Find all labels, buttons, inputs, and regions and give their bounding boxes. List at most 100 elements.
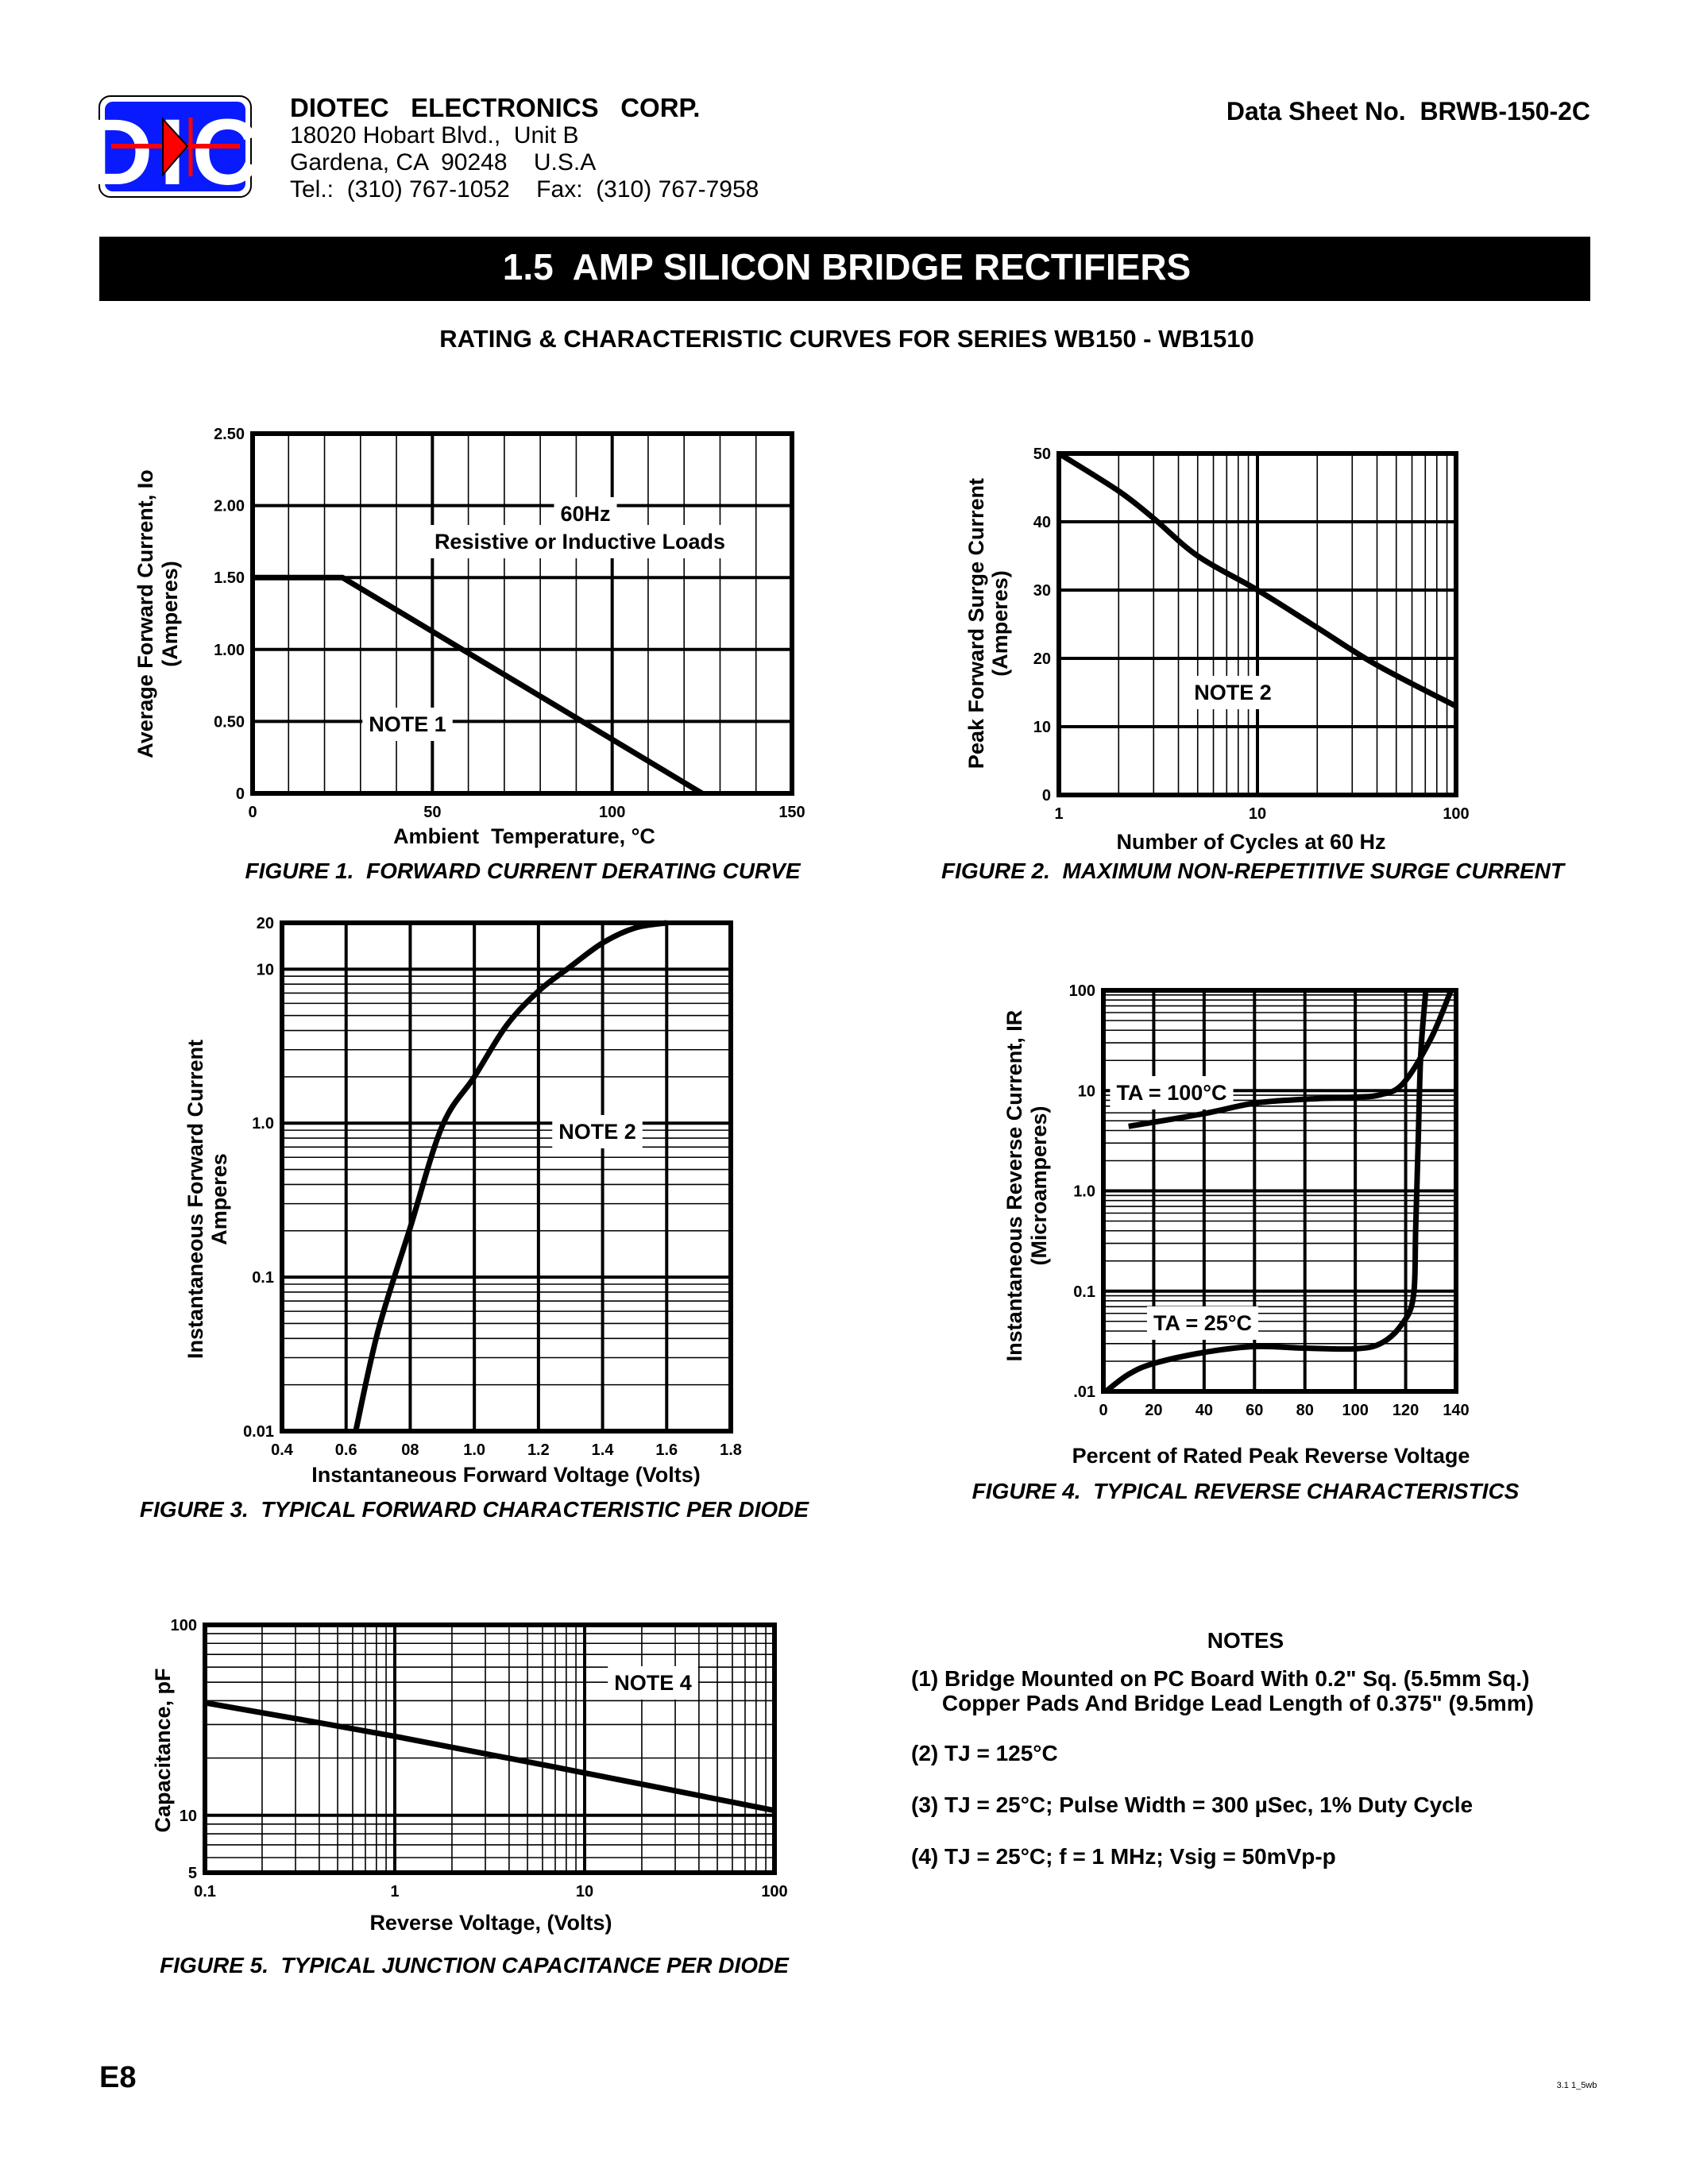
annotation-background	[427, 525, 732, 558]
figure-4-x-tick-label: 120	[1393, 1402, 1419, 1419]
figure-3-x-tick-label: 1.8	[720, 1441, 742, 1459]
figure-5-grid	[205, 1625, 774, 1873]
page-title: 1.5 AMP SILICON BRIDGE RECTIFIERS	[503, 246, 1191, 287]
figure-2-y-tick-label: 50	[1033, 446, 1051, 463]
figure-2-x-tick-label: 1	[1054, 805, 1063, 823]
datasheet-number: Data Sheet No. BRWB-150-2C	[1226, 97, 1590, 125]
note-4: (4) TJ = 25°C; f = 1 MHz; Vsig = 50mVp-p	[911, 1844, 1336, 1869]
figure-4-x-tick-label: 140	[1443, 1402, 1469, 1419]
company-address-line1: 18020 Hobart Blvd., Unit B	[290, 122, 579, 149]
company-address-line2: Gardena, CA 90248 U.S.A	[290, 149, 596, 176]
figure-2-y-tick-label: 10	[1033, 719, 1051, 736]
figure-4-y-tick-label: 0.1	[1073, 1283, 1095, 1301]
figure-1-series-1-line	[253, 574, 704, 797]
figure-3-y-tick-label: 0.1	[252, 1269, 274, 1287]
figure-5-y-tick-label: 5	[188, 1865, 197, 1882]
figure-1-x-tick-label: 0	[248, 804, 257, 821]
figure-5-x-tick-label: 0.1	[194, 1883, 216, 1900]
figure-3-x-tick-label: 08	[401, 1441, 419, 1459]
figure-5-x-tick-label: 10	[576, 1883, 593, 1900]
figure-3-x-tick-label: 0.4	[271, 1441, 294, 1459]
figure-1-y-axis-title: (Amperes)	[158, 561, 182, 667]
figure-4-y-axis-title: Instantaneous Reverse Current, IR	[1002, 1010, 1026, 1362]
figure-1-y-tick-label: 2.00	[214, 498, 245, 515]
figure-3-series-1-line	[353, 920, 667, 1432]
figure-1-annotation: 60Hz	[560, 502, 610, 526]
figure-2-y-tick-label: 40	[1033, 514, 1051, 531]
figure-4-y-tick-label: 1.0	[1073, 1183, 1095, 1201]
page-subtitle: RATING & CHARACTERISTIC CURVES FOR SERIE…	[439, 325, 1253, 353]
figure-1-y-tick-label: 0	[236, 785, 245, 803]
figure-1-chart: 60Hz Resistive or Inductive Loads NOTE 1 0 5…	[133, 426, 805, 883]
figure-4-x-tick-label: 0	[1099, 1402, 1107, 1419]
annotation-background	[1188, 676, 1278, 709]
figure-3-x-tick-label: 1.6	[655, 1441, 678, 1459]
figure-2-series-1-line	[1057, 451, 1458, 709]
figure-1-x-tick-label: 100	[599, 804, 625, 821]
figure-4-x-tick-label: 20	[1145, 1402, 1162, 1419]
figure-5-chart: NOTE 4 0.1 1 10 100 5 10 100 Reverse Voltage, (V…	[151, 1617, 790, 1978]
figure-4-plot-border	[1101, 988, 1458, 1394]
document-code: 3.1 1_5wb	[1557, 2081, 1597, 2090]
annotation-background	[552, 1115, 643, 1148]
notes-heading: NOTES	[1207, 1628, 1284, 1653]
annotation-background	[362, 708, 453, 741]
figure-4-series-1-line	[1128, 989, 1454, 1129]
figure-5-y-tick-label: 100	[171, 1617, 197, 1634]
figure-3-chart: NOTE 2 0.4 0.6 08 1.0 1.2 1.4 1.6 1.8 0.01 0.1 1.0 1…	[140, 915, 809, 1522]
figure-3-y-tick-label: 10	[257, 961, 274, 978]
figure-1-annotation: NOTE 1	[369, 712, 446, 736]
figure-4-x-tick-label: 60	[1246, 1402, 1263, 1419]
figure-3-plot-border	[280, 920, 733, 1433]
figure-1-y-tick-label: 1.50	[214, 569, 245, 587]
note-1-line1: (1) Bridge Mounted on PC Board With 0.2"…	[911, 1666, 1529, 1691]
figure-3-y-tick-label: 1.0	[252, 1115, 274, 1133]
figure-3-grid	[282, 923, 731, 1431]
note-3: (3) TJ = 25°C; Pulse Width = 300 µSec, 1…	[911, 1792, 1473, 1817]
figure-3-x-tick-label: 1.2	[527, 1441, 550, 1459]
figure-3-annotation: NOTE 2	[558, 1120, 636, 1144]
figure-2-y-axis-title: (Amperes)	[988, 570, 1012, 677]
figure-2-y-tick-label: 30	[1033, 582, 1051, 600]
figure-3-x-tick-label: 1.0	[463, 1441, 485, 1459]
figure-1-x-axis-title: Ambient Temperature, °C	[393, 824, 655, 848]
annotation-background	[608, 1666, 698, 1700]
figure-5-annotation: NOTE 4	[614, 1671, 692, 1695]
figure-4-y-tick-label: 10	[1078, 1082, 1095, 1100]
figure-4-series-2-line	[1104, 990, 1429, 1394]
figure-4-y-axis-title: (Microamperes)	[1027, 1106, 1051, 1265]
figure-2-x-tick-label: 10	[1249, 805, 1266, 823]
figure-3-y-axis-title: Instantaneous Forward Current	[183, 1040, 207, 1359]
figure-1-y-tick-label: 0.50	[214, 713, 245, 731]
figure-5-x-tick-label: 100	[761, 1883, 787, 1900]
company-phone-fax: Tel.: (310) 767-1052 Fax: (310) 767-7958	[290, 176, 759, 203]
figure-3-y-axis-title: Amperes	[207, 1153, 231, 1245]
figure-3-x-tick-label: 1.4	[592, 1441, 615, 1459]
figure-5-y-tick-label: 10	[180, 1808, 197, 1825]
figure-5-x-axis-title: Reverse Voltage, (Volts)	[369, 1911, 612, 1935]
figure-1-y-axis-title: Average Forward Current, Io	[133, 469, 157, 758]
note-2: (2) TJ = 125°C	[911, 1741, 1058, 1765]
figure-2-y-tick-label: 0	[1042, 787, 1051, 805]
figure-4-x-tick-label: 40	[1196, 1402, 1213, 1419]
figure-1-y-tick-label: 2.50	[214, 426, 245, 443]
figure-4-y-tick-label: 100	[1069, 982, 1095, 1000]
note-1-line2: Copper Pads And Bridge Lead Length of 0.…	[911, 1691, 1534, 1715]
figure-3-x-axis-title: Instantaneous Forward Voltage (Volts)	[311, 1463, 701, 1487]
page-number: E8	[99, 2061, 136, 2094]
figure-2-x-axis-title: Number of Cycles at 60 Hz	[1116, 830, 1385, 854]
figure-3-x-tick-label: 0.6	[335, 1441, 357, 1459]
figure-1-plot-border	[250, 431, 794, 796]
figure-3-y-tick-label: 20	[257, 915, 274, 932]
figure-4-chart: TA = 100°C TA = 25°C 0 20 40 60 80 100 120 140 .01…	[972, 982, 1520, 1503]
annotation-background	[1110, 1076, 1234, 1109]
figure-3-caption: FIGURE 3. TYPICAL FORWARD CHARACTERISTIC…	[140, 1497, 809, 1522]
figure-4-annotation: TA = 25°C	[1153, 1311, 1252, 1335]
figure-1-annotation: Resistive or Inductive Loads	[435, 530, 725, 554]
figure-2-grid	[1059, 453, 1456, 795]
figure-1-y-tick-label: 1.00	[214, 642, 245, 659]
notes-section: NOTES (1) Bridge Mounted on PC Board Wit…	[911, 1628, 1534, 1869]
figure-3-y-tick-label: 0.01	[243, 1423, 274, 1441]
figure-1-grid	[253, 434, 792, 793]
